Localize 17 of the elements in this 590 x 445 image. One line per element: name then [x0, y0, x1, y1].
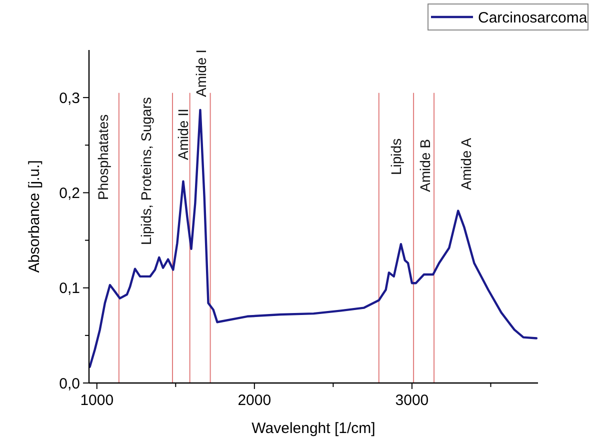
- x-tick-label: 3000: [395, 392, 429, 409]
- y-axis-title: Absorbance [j.u.]: [26, 160, 43, 273]
- x-axis-title: Wavelenght [1/cm]: [252, 420, 376, 437]
- y-tick-label: 0,2: [59, 184, 80, 202]
- y-tick-label: 0,0: [59, 375, 80, 392]
- legend-label: Carcinosarcoma: [478, 9, 588, 26]
- x-tick-label: 2000: [238, 392, 272, 409]
- annotation: Lipids, Proteins, Sugars: [138, 97, 154, 245]
- y-tick-label: 0,3: [59, 90, 80, 107]
- annotation: Amide A: [458, 137, 474, 190]
- annotation: Phosphatates: [95, 114, 111, 200]
- x-tick-label: 1000: [80, 392, 114, 409]
- annotation: Amide II: [175, 108, 191, 160]
- annotation: Amide I: [193, 50, 209, 97]
- annotation: Lipids: [388, 138, 404, 175]
- y-tick-label: 0,1: [59, 280, 80, 298]
- annotation: Amide B: [417, 139, 433, 192]
